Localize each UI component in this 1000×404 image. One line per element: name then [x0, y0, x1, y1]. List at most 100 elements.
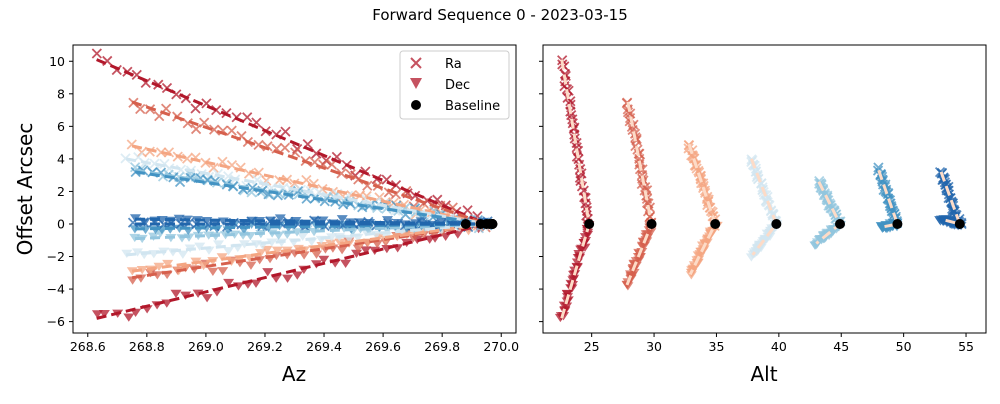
ra-point	[280, 126, 291, 137]
dec-point	[213, 240, 225, 249]
fit-line-ra	[96, 58, 488, 226]
dec-point	[266, 238, 278, 247]
dec-point	[216, 253, 228, 262]
right-x-tick-label: 25	[584, 339, 600, 354]
dec-point	[282, 274, 294, 283]
dec-point	[173, 214, 185, 223]
dec-point	[360, 246, 372, 255]
legend-box	[399, 50, 510, 120]
left-x-tick-label: 270.0	[483, 339, 519, 354]
left-x-ticks: 268.6 268.8 269.0 269.2 269.4 269.6 269.8 270.0	[70, 333, 519, 354]
left-x-tick-label: 269.6	[365, 339, 401, 354]
ra-point	[217, 156, 228, 167]
right-series-1	[621, 97, 657, 291]
baseline-point	[487, 218, 498, 229]
right-series-3	[745, 154, 783, 262]
dec-point	[198, 261, 210, 271]
dec-point	[316, 241, 328, 251]
ra-point	[190, 123, 202, 135]
right-x-axis-label: Alt	[750, 362, 777, 386]
right-plot-frame	[542, 44, 987, 334]
dec-point	[222, 247, 234, 256]
legend-marker-ra	[410, 57, 422, 69]
dec-point	[132, 248, 144, 257]
fit-line-dec	[96, 222, 487, 320]
right-x-tick-label: 55	[958, 339, 974, 354]
ra-point	[353, 174, 364, 185]
fit-line-ra	[125, 157, 487, 226]
dec-point	[290, 216, 302, 226]
dec-point	[201, 294, 213, 303]
dec-point	[246, 216, 258, 226]
dec-point	[238, 240, 250, 249]
left-y-tick-label: −4	[47, 282, 65, 297]
ra-point	[208, 162, 219, 173]
dec-point	[274, 214, 286, 223]
dec-point	[382, 216, 394, 225]
ra-point	[410, 190, 421, 201]
dec-point	[326, 233, 338, 242]
legend-marker-baseline	[411, 100, 421, 110]
dec-point	[415, 217, 427, 226]
left-x-tick-label: 269.4	[306, 339, 342, 354]
dec-point	[91, 310, 103, 319]
left-y-tick-label: 0	[57, 216, 65, 231]
right-x-tick-label: 30	[646, 339, 662, 354]
fit-line-dec	[126, 222, 487, 257]
dec-point	[162, 259, 174, 269]
baseline-point	[954, 218, 965, 229]
dec-point	[561, 289, 573, 299]
left-axes: 268.6 268.8 269.0 269.2 269.4 269.6 269.8 270.0…	[13, 44, 519, 386]
dec-point	[217, 267, 229, 276]
dec-point	[98, 310, 110, 319]
dec-point	[250, 279, 262, 288]
dec-point	[153, 262, 165, 271]
dec-point	[291, 271, 303, 280]
ra-point	[181, 153, 193, 164]
right-series-4	[809, 175, 846, 250]
right-x-ticks: 25 30 35 40 45 50 55	[584, 333, 974, 354]
left-y-tick-label: 6	[57, 119, 65, 134]
dec-point	[334, 238, 346, 247]
right-series-2	[683, 139, 723, 280]
ra-point	[242, 112, 253, 123]
right-series-5	[872, 162, 903, 234]
ra-point	[571, 142, 582, 153]
ra-point	[873, 162, 884, 173]
dec-point	[336, 215, 348, 224]
dec-point	[262, 268, 274, 277]
fit-line	[877, 169, 900, 229]
left-y-tick-label: 8	[57, 86, 65, 101]
dec-point	[291, 228, 303, 237]
baseline-point	[460, 218, 471, 229]
dec-point	[261, 245, 273, 255]
ra-point	[190, 103, 201, 114]
ra-point	[144, 146, 155, 157]
dec-point	[207, 267, 219, 276]
right-series-6	[934, 166, 967, 231]
ra-point	[120, 153, 131, 164]
left-x-tick-label: 269.0	[188, 339, 224, 354]
left-x-axis-label: Az	[282, 362, 306, 386]
dec-point	[194, 242, 206, 251]
ra-point	[155, 147, 167, 158]
ra-point	[135, 103, 146, 115]
ra-point	[243, 168, 255, 179]
baseline-point	[646, 218, 657, 229]
ra-point	[163, 147, 175, 158]
ra-point	[226, 125, 237, 136]
ra-point	[149, 158, 160, 169]
left-x-tick-label: 269.8	[424, 339, 460, 354]
legend: Ra Dec Baseline	[399, 50, 510, 120]
dec-point	[123, 313, 135, 322]
dec-point	[351, 249, 363, 259]
right-x-tick-label: 35	[709, 339, 725, 354]
left-y-tick-label: 2	[57, 184, 65, 199]
dec-point	[245, 261, 257, 270]
dec-point	[336, 246, 348, 255]
baseline-point	[834, 218, 845, 229]
dec-point	[318, 255, 330, 264]
left-x-tick-label: 269.2	[247, 339, 283, 354]
baseline-point	[892, 218, 903, 229]
